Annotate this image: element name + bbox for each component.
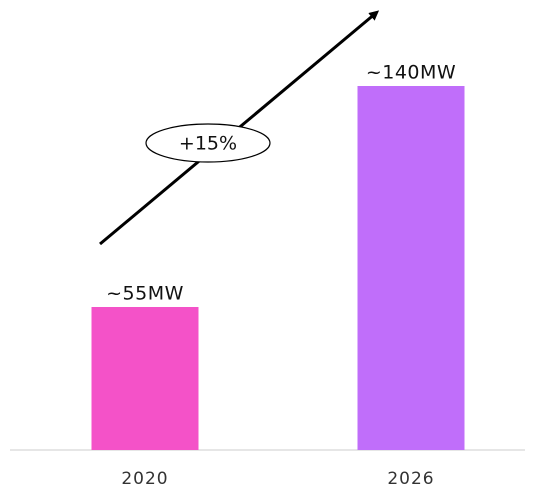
value-label: ~55MW xyxy=(106,283,184,305)
x-tick-label: 2020 xyxy=(121,469,168,489)
x-tick-label: 2026 xyxy=(387,469,434,489)
bar xyxy=(357,86,465,450)
annotation: +15% xyxy=(179,133,237,155)
value-label: ~140MW xyxy=(366,62,456,84)
bar xyxy=(91,307,199,450)
annotation-bubble xyxy=(145,123,271,163)
